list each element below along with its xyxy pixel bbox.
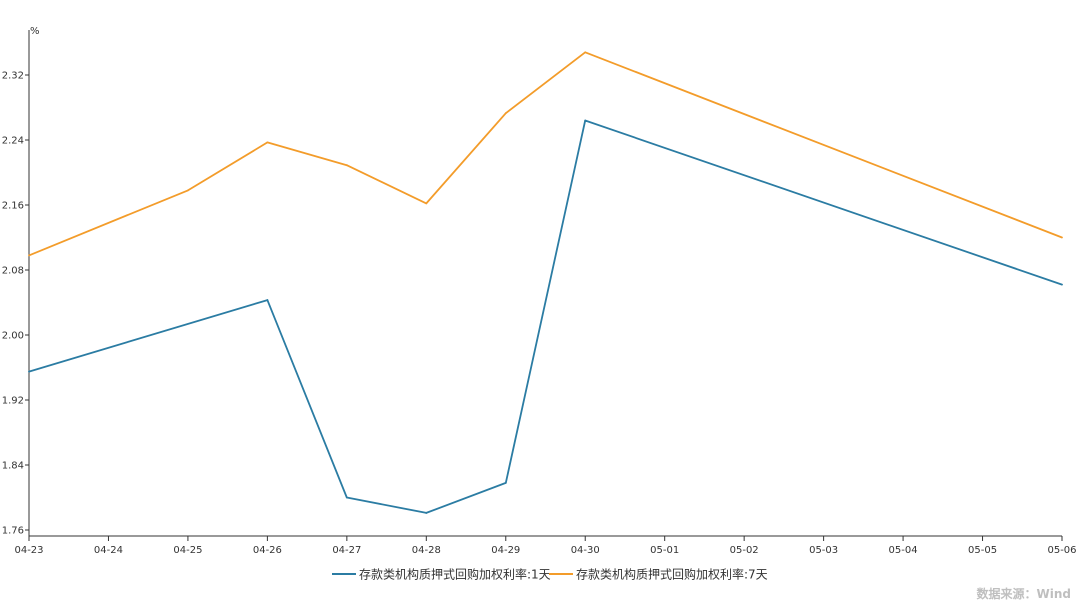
x-tick-label: 04-29: [491, 545, 520, 556]
y-tick-label: 2.32: [2, 71, 24, 82]
y-tick-label: 1.84: [2, 461, 24, 472]
data-point: [28, 370, 30, 373]
legend: 存款类机构质押式回购加权利率:1天 存款类机构质押式回购加权利率:7天: [332, 567, 768, 582]
data-point: [584, 51, 587, 54]
x-tick-label: 05-05: [968, 545, 997, 556]
x-tick-label: 04-26: [253, 545, 282, 556]
legend-label: 存款类机构质押式回购加权利率:1天: [359, 567, 551, 582]
data-point: [425, 202, 428, 205]
x-tick-label: 05-02: [730, 545, 759, 556]
data-point: [504, 112, 507, 115]
data-point: [266, 141, 269, 144]
data-point: [584, 119, 587, 122]
y-axis-unit: %: [30, 26, 40, 37]
y-tick-label: 2.00: [2, 331, 24, 342]
x-ticks: 04-23 04-24 04-25 04-26 04-27 04-28 04-29 04-30…: [14, 536, 1077, 556]
x-tick-label: 04-30: [571, 545, 600, 556]
x-tick-label: 05-04: [889, 545, 918, 556]
x-tick-label: 04-24: [94, 545, 123, 556]
y-tick-label: 2.24: [2, 136, 24, 147]
x-tick-label: 05-06: [1047, 545, 1076, 556]
series-line-1: [28, 119, 1063, 514]
x-tick-label: 04-27: [332, 545, 361, 556]
data-point: [266, 299, 269, 301]
legend-label: 存款类机构质押式回购加权利率:7天: [576, 567, 768, 582]
source-note: 数据来源：Wind: [977, 586, 1071, 601]
y-tick-label: 2.08: [2, 266, 24, 277]
data-point: [345, 164, 348, 167]
y-tick-label: 1.92: [2, 396, 24, 407]
data-point: [345, 496, 348, 499]
x-tick-label: 04-28: [412, 545, 441, 556]
data-point: [504, 481, 507, 484]
y-tick-label: 1.76: [2, 526, 24, 537]
y-tick-label: 2.16: [2, 201, 24, 212]
series-lines: [28, 51, 1063, 514]
data-point: [1061, 236, 1063, 239]
x-tick-label: 04-25: [173, 545, 202, 556]
data-point: [187, 189, 189, 192]
data-point: [425, 512, 428, 514]
x-tick-label: 05-01: [650, 545, 679, 556]
axes: %: [28, 26, 1062, 537]
y-ticks: 1.76 1.84 1.92 2.00 2.08 2.16 2.24 2.32: [2, 71, 29, 537]
data-point: [28, 254, 30, 257]
x-tick-label: 05-03: [809, 545, 838, 556]
series-line-2: [28, 51, 1063, 257]
x-tick-label: 04-23: [14, 545, 43, 556]
data-point: [1061, 283, 1063, 286]
